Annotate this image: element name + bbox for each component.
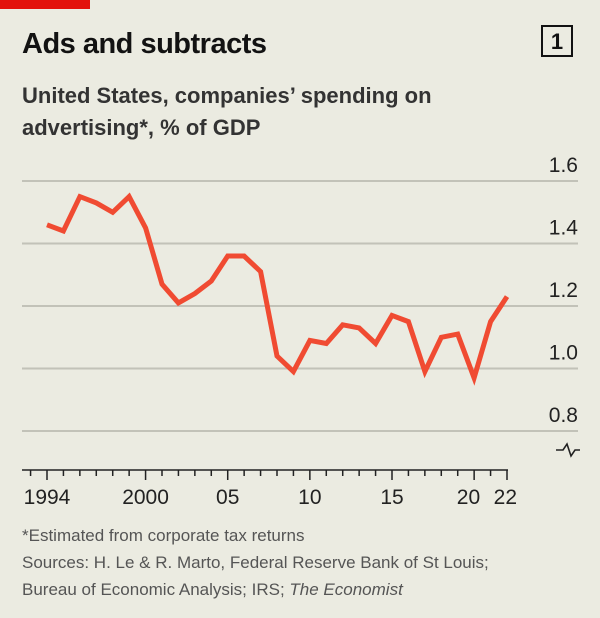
chart-subtitle: United States, companies’ spending on ad… bbox=[22, 83, 432, 140]
x-tick-label: 15 bbox=[380, 486, 403, 509]
sources-text: Bureau of Economic Analysis; IRS; bbox=[22, 580, 290, 599]
y-tick-label: 1.0 bbox=[549, 342, 578, 365]
sources-line-2: Bureau of Economic Analysis; IRS; The Ec… bbox=[22, 580, 403, 600]
chart-number-badge: 1 bbox=[541, 25, 573, 57]
axis-break-icon bbox=[556, 442, 580, 458]
y-tick-label: 1.6 bbox=[549, 154, 578, 177]
x-tick-label: 1994 bbox=[24, 486, 71, 509]
x-tick-label: 2000 bbox=[122, 486, 169, 509]
series-line bbox=[46, 192, 510, 386]
x-tick-label: 20 bbox=[457, 486, 480, 509]
footnote: *Estimated from corporate tax returns bbox=[22, 526, 305, 545]
y-tick-label: 1.2 bbox=[549, 279, 578, 302]
x-tick-label: 10 bbox=[298, 486, 321, 509]
y-tick-label: 0.8 bbox=[549, 404, 578, 427]
x-tick-label: 05 bbox=[216, 486, 239, 509]
brand-red-bar bbox=[0, 0, 90, 9]
chart-title: Ads and subtracts bbox=[22, 28, 267, 60]
x-tick-label: 22 bbox=[494, 486, 517, 509]
sources-italic: The Economist bbox=[289, 580, 403, 599]
y-tick-label: 1.4 bbox=[549, 217, 579, 240]
sources-line-1: Sources: H. Le & R. Marto, Federal Reser… bbox=[22, 553, 489, 572]
